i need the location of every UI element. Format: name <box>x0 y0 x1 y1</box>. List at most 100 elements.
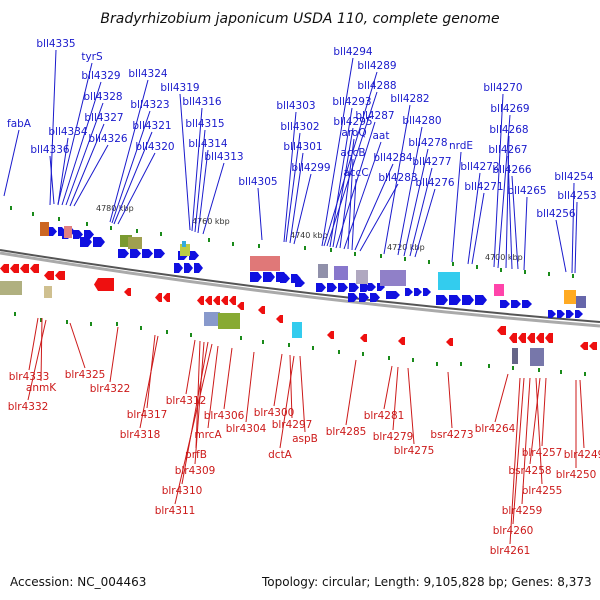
reverse-gene-arrow <box>276 315 283 323</box>
tick-mark <box>240 336 242 340</box>
reverse-gene-arrow <box>30 264 39 273</box>
forward-gene-arrow <box>557 310 565 318</box>
reverse-gene-label: blr4250 <box>556 469 597 481</box>
forward-gene-arrow <box>359 293 369 302</box>
forward-gene-label: accC <box>343 167 368 179</box>
tick-mark <box>572 274 574 278</box>
forward-gene-label: bll4272 <box>460 161 499 173</box>
domain-box <box>530 348 544 366</box>
reverse-leader-line <box>392 366 399 431</box>
forward-gene-label: aat <box>373 130 390 142</box>
tick-mark <box>500 268 502 272</box>
forward-gene-label: bll4315 <box>185 118 224 130</box>
forward-leader-line <box>69 123 105 207</box>
forward-gene-label: bll4327 <box>84 112 123 124</box>
forward-gene-label: bll4314 <box>188 138 228 150</box>
forward-gene-arrow <box>575 310 583 318</box>
tick-mark <box>476 265 478 269</box>
reverse-leader-line <box>28 317 39 371</box>
reverse-gene-arrow <box>536 333 544 343</box>
forward-gene-arrow <box>436 295 448 305</box>
reverse-gene-arrow <box>258 306 265 314</box>
reverse-gene-label: aspB <box>292 433 318 445</box>
reverse-gene-arrow <box>0 264 9 273</box>
tick-mark <box>362 352 364 356</box>
domain-box <box>180 244 190 256</box>
forward-leader-line <box>65 102 104 206</box>
forward-gene-arrow <box>522 300 532 308</box>
forward-gene-arrow <box>368 283 376 291</box>
forward-gene-arrow <box>184 263 193 273</box>
tick-mark <box>140 326 142 330</box>
reverse-gene-arrow <box>155 293 162 302</box>
forward-gene-arrow <box>405 288 413 296</box>
tick-mark <box>10 206 12 210</box>
forward-leader-line <box>321 57 354 247</box>
forward-leader-line <box>467 172 481 265</box>
tick-mark <box>40 318 42 322</box>
domain-box <box>218 313 240 329</box>
tick-mark <box>584 372 586 376</box>
forward-leader-line <box>61 81 102 206</box>
reverse-leader-line <box>245 351 255 423</box>
forward-gene-arrow <box>154 249 165 258</box>
forward-gene-arrow <box>511 300 521 308</box>
domain-box <box>250 256 280 271</box>
tick-mark <box>136 229 138 233</box>
forward-gene-label: bll4323 <box>130 99 169 111</box>
forward-leader-line <box>329 107 353 248</box>
reverse-gene-label: anmK <box>26 382 57 394</box>
forward-leader-line <box>339 138 355 249</box>
forward-leader-line <box>571 182 575 274</box>
tick-mark <box>160 232 162 236</box>
forward-gene-label: bll4305 <box>238 176 277 188</box>
reverse-gene-arrow <box>398 337 405 345</box>
tick-mark <box>66 320 68 324</box>
forward-leader-line <box>332 127 354 248</box>
forward-gene-arrow <box>118 249 129 258</box>
tick-mark <box>436 362 438 366</box>
reverse-gene-label: blr4318 <box>120 429 161 441</box>
forward-gene-arrow <box>462 295 474 305</box>
forward-leader-line <box>403 148 429 257</box>
reverse-gene-arrow <box>327 331 334 339</box>
reverse-gene-arrow <box>360 334 367 342</box>
reverse-leader-line <box>223 347 233 410</box>
forward-gene-label: bll4288 <box>357 80 396 92</box>
reverse-gene-arrow <box>589 342 597 350</box>
domain-box <box>292 322 302 338</box>
tick-mark <box>90 322 92 326</box>
forward-leader-line <box>497 114 511 269</box>
forward-gene-arrow <box>263 272 275 282</box>
forward-leader-line <box>293 173 312 245</box>
reverse-gene-label: blr4261 <box>490 545 531 557</box>
forward-leader-line <box>493 93 504 268</box>
forward-gene-arrow <box>295 279 305 287</box>
forward-gene-label: bll4284 <box>373 152 413 164</box>
forward-leader-line <box>109 79 149 223</box>
forward-leader-line <box>73 144 109 207</box>
tick-mark <box>288 343 290 347</box>
reverse-gene-label: blr4255 <box>522 485 563 497</box>
reverse-gene-label: blr4333 <box>9 371 50 383</box>
forward-leader-line <box>289 152 304 244</box>
reverse-leader-line <box>279 355 295 449</box>
forward-gene-label: bll4316 <box>182 96 222 108</box>
forward-strand-labels: bll4335tyrSbll4329bll4328bll4327bll4334b… <box>3 38 597 274</box>
forward-gene-label: bll4329 <box>81 70 120 82</box>
reverse-leader-line <box>299 355 306 433</box>
gene-features <box>0 206 597 376</box>
reverse-leader-line <box>289 354 293 419</box>
forward-leader-line <box>3 129 20 197</box>
forward-gene-label: bll4321 <box>132 120 171 132</box>
forward-gene-arrow <box>349 283 359 292</box>
genome-backbone <box>0 249 600 323</box>
domain-box <box>512 348 518 364</box>
ruler-label: 4740 kbp <box>290 231 328 240</box>
map-title: Bradyrhizobium japonicum USDA 110, compl… <box>100 11 499 27</box>
reverse-leader-line <box>383 365 393 410</box>
reverse-gene-label: blr4311 <box>155 505 196 517</box>
forward-leader-line <box>257 187 263 241</box>
tick-mark <box>312 346 314 350</box>
